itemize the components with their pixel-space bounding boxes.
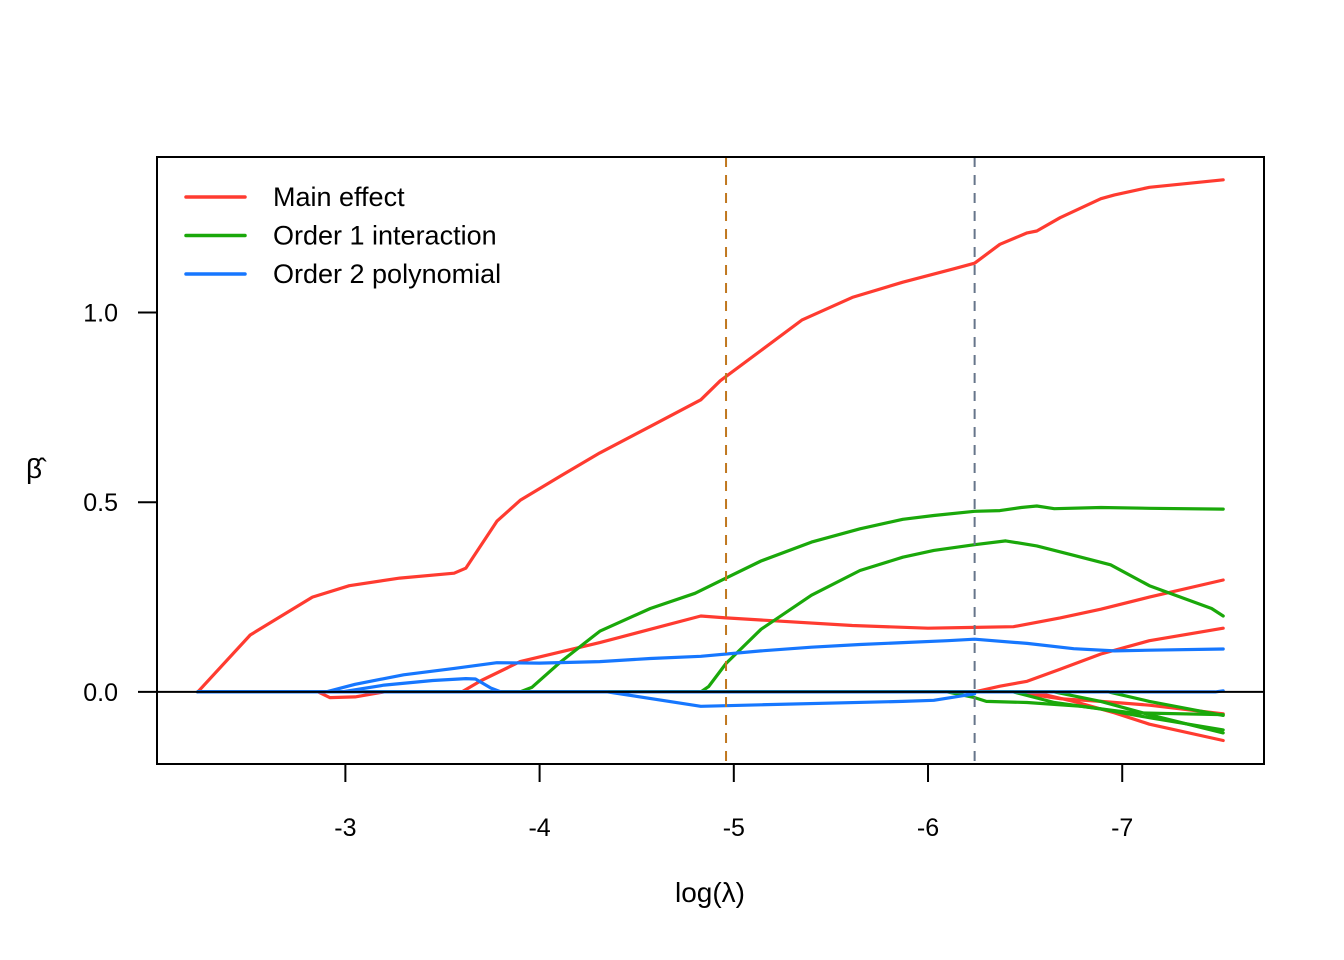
series-line-main-1: [196, 578, 1225, 694]
x-axis: -3 -4 -5 -6 -7: [334, 764, 1133, 842]
y-axis-title: β̂: [26, 453, 47, 484]
series-line-order2-12: [196, 637, 1225, 694]
series-line-order2-14: [196, 690, 977, 708]
x-tick-label: -6: [917, 814, 939, 842]
legend-entry: Main effect: [184, 182, 405, 212]
y-tick-label: 0.0: [83, 679, 118, 707]
legend-entry: Order 1 interaction: [184, 221, 497, 251]
legend-label: Order 2 polynomial: [273, 259, 501, 289]
series-line-main-0: [196, 178, 1225, 694]
y-axis: 0.0 0.5 1.0: [83, 300, 157, 707]
x-tick-label: -3: [334, 814, 356, 842]
series-line-main-5: [196, 690, 1225, 743]
plot-frame: [156, 156, 1265, 765]
y-tick-label: 0.5: [83, 489, 118, 517]
y-tick-label: 1.0: [83, 300, 118, 328]
legend-entry: Order 2 polynomial: [184, 259, 501, 289]
legend: Main effect Order 1 interaction Order 2 po…: [184, 182, 501, 289]
legend-label: Order 1 interaction: [273, 221, 497, 251]
series-line-order1-7: [196, 539, 1225, 694]
x-tick-label: -5: [723, 814, 745, 842]
series-line-order1-6: [196, 504, 1225, 694]
legend-label: Main effect: [273, 182, 405, 212]
x-axis-title: log(λ): [675, 877, 745, 908]
vertical-reference-lines: [725, 157, 976, 764]
x-tick-label: -4: [528, 814, 550, 842]
x-tick-label: -7: [1111, 814, 1133, 842]
